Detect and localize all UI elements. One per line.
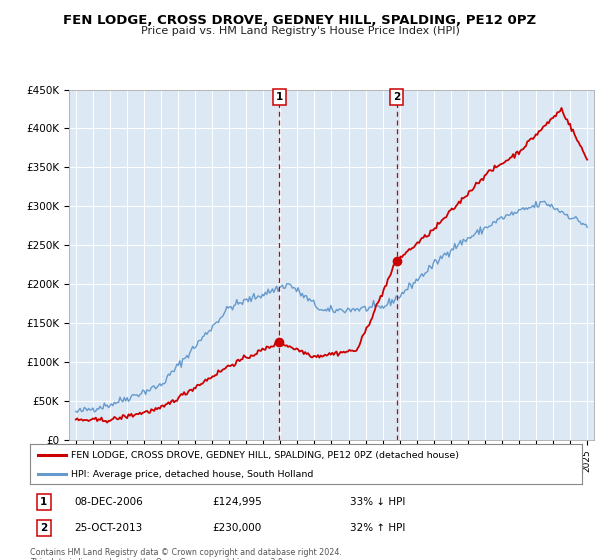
Text: 1: 1 [40, 497, 47, 507]
Text: 33% ↓ HPI: 33% ↓ HPI [350, 497, 406, 507]
Text: 08-DEC-2006: 08-DEC-2006 [74, 497, 143, 507]
Text: 2: 2 [393, 92, 400, 102]
Text: HPI: Average price, detached house, South Holland: HPI: Average price, detached house, Sout… [71, 470, 314, 479]
Text: FEN LODGE, CROSS DROVE, GEDNEY HILL, SPALDING, PE12 0PZ: FEN LODGE, CROSS DROVE, GEDNEY HILL, SPA… [64, 14, 536, 27]
Text: £230,000: £230,000 [212, 524, 262, 533]
Text: 25-OCT-2013: 25-OCT-2013 [74, 524, 142, 533]
Text: 1: 1 [275, 92, 283, 102]
Text: FEN LODGE, CROSS DROVE, GEDNEY HILL, SPALDING, PE12 0PZ (detached house): FEN LODGE, CROSS DROVE, GEDNEY HILL, SPA… [71, 451, 460, 460]
Text: 32% ↑ HPI: 32% ↑ HPI [350, 524, 406, 533]
Text: 2: 2 [40, 524, 47, 533]
Text: Price paid vs. HM Land Registry's House Price Index (HPI): Price paid vs. HM Land Registry's House … [140, 26, 460, 36]
Text: Contains HM Land Registry data © Crown copyright and database right 2024.
This d: Contains HM Land Registry data © Crown c… [30, 548, 342, 560]
Text: £124,995: £124,995 [212, 497, 262, 507]
